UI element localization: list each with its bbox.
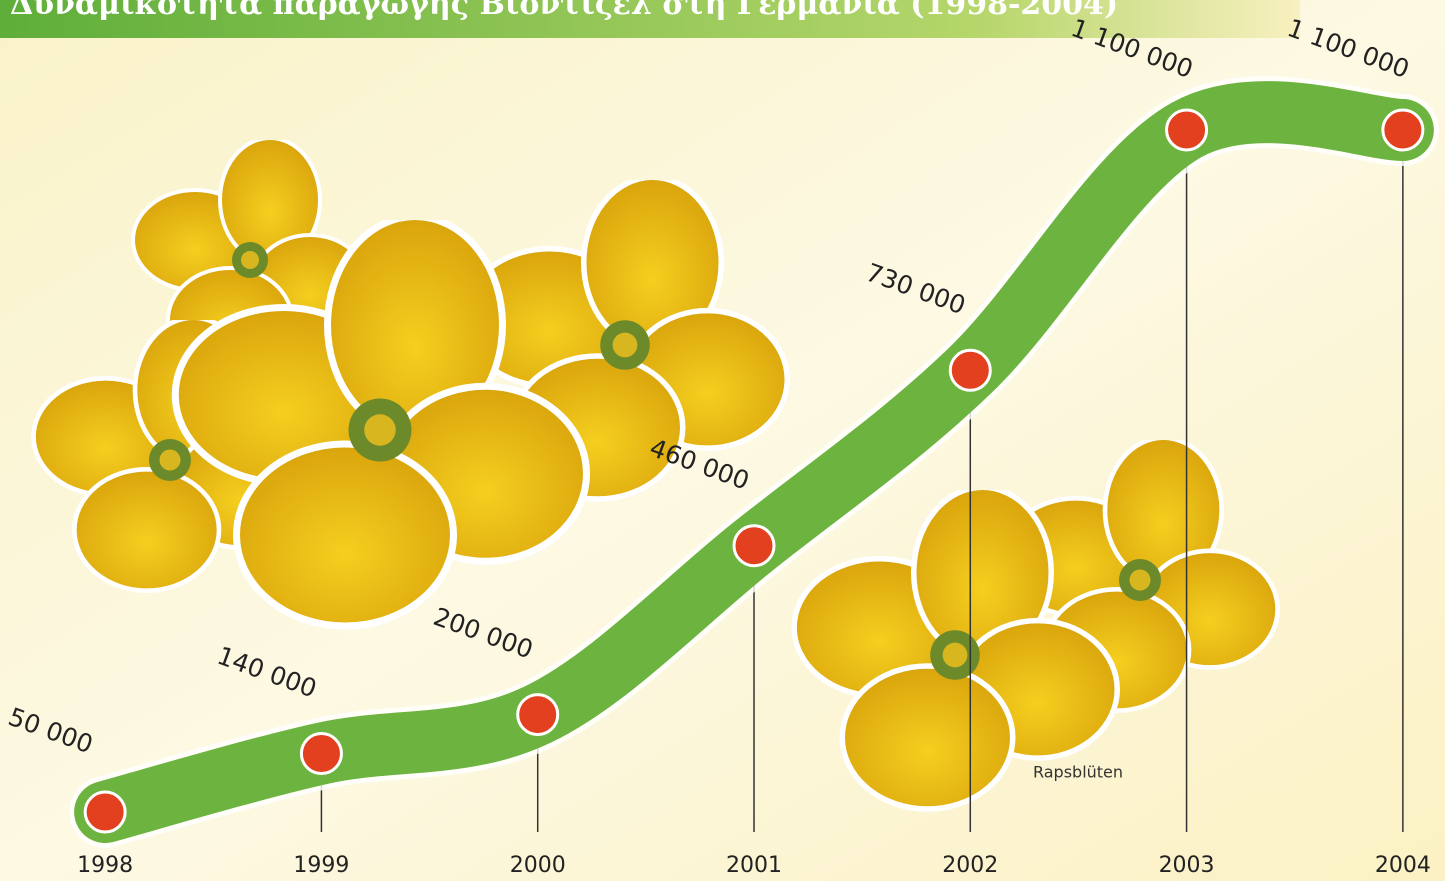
- marker: [1383, 110, 1423, 150]
- marker: [518, 695, 558, 735]
- marker: [301, 734, 341, 774]
- marker: [85, 792, 125, 832]
- x-tick-label: 2002: [942, 853, 998, 878]
- x-tick-label: 2003: [1159, 853, 1215, 878]
- x-tick-label: 1998: [77, 853, 133, 878]
- marker: [950, 350, 990, 390]
- annotation: Rapsblüten: [1033, 763, 1123, 782]
- marker: [734, 526, 774, 566]
- x-tick-label: 2001: [726, 853, 782, 878]
- x-tick-label: 2004: [1375, 853, 1431, 878]
- chart: Δυναμικότητα παραγωγής Βιοντίζελ στη Γερ…: [0, 0, 1445, 881]
- x-tick-label: 1999: [293, 853, 349, 878]
- chart-title: Δυναμικότητα παραγωγής Βιοντίζελ στη Γερ…: [10, 0, 1118, 22]
- x-tick-label: 2000: [510, 853, 566, 878]
- marker: [1167, 110, 1207, 150]
